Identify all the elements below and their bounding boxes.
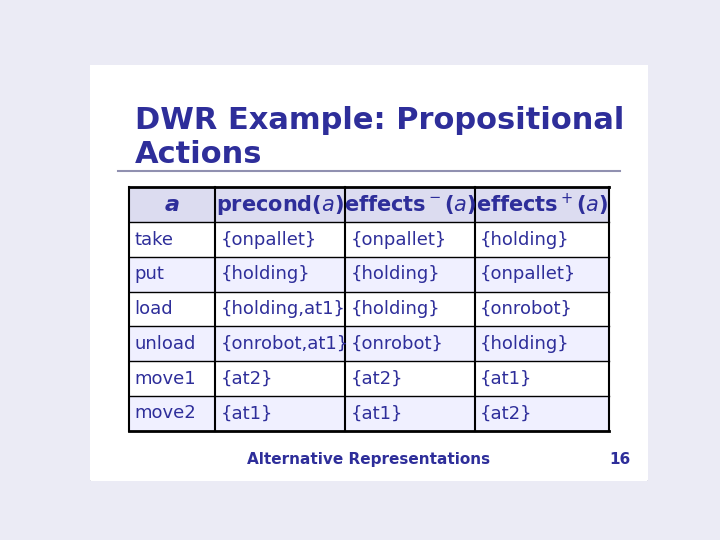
Text: {at1}: {at1}	[480, 369, 533, 388]
Text: {at1}: {at1}	[351, 404, 403, 422]
Bar	[129, 292, 609, 327]
Bar	[129, 361, 609, 396]
Text: {onpallet}: {onpallet}	[480, 265, 577, 284]
Text: effects$^+$($\it{a}$): effects$^+$($\it{a}$)	[476, 192, 608, 218]
Text: {at2}: {at2}	[351, 369, 403, 388]
Text: take: take	[135, 231, 174, 248]
Text: precond($\it{a}$): precond($\it{a}$)	[216, 193, 344, 217]
Text: {onrobot,at1}: {onrobot,at1}	[221, 335, 349, 353]
Text: move1: move1	[135, 369, 197, 388]
Text: {at2}: {at2}	[480, 404, 533, 422]
Text: {onrobot}: {onrobot}	[351, 335, 444, 353]
Bar	[129, 187, 609, 222]
Text: {holding}: {holding}	[221, 265, 310, 284]
Text: load: load	[135, 300, 174, 318]
Text: effects$^-$($\it{a}$): effects$^-$($\it{a}$)	[343, 193, 476, 217]
Text: 16: 16	[609, 453, 631, 467]
Text: {onpallet}: {onpallet}	[221, 231, 318, 248]
Text: {holding,at1}: {holding,at1}	[221, 300, 346, 318]
Text: {holding}: {holding}	[480, 335, 570, 353]
Text: {at2}: {at2}	[221, 369, 274, 388]
Bar	[129, 222, 609, 257]
Text: {at1}: {at1}	[221, 404, 274, 422]
Text: {onrobot}: {onrobot}	[480, 300, 573, 318]
Bar	[129, 327, 609, 361]
Bar	[129, 257, 609, 292]
Text: move2: move2	[135, 404, 197, 422]
Text: {onpallet}: {onpallet}	[351, 231, 447, 248]
FancyBboxPatch shape	[84, 60, 654, 485]
Text: {holding}: {holding}	[351, 265, 440, 284]
Text: DWR Example: Propositional
Actions: DWR Example: Propositional Actions	[135, 106, 624, 169]
Text: Alternative Representations: Alternative Representations	[248, 453, 490, 467]
Text: {holding}: {holding}	[480, 231, 570, 248]
Text: put: put	[135, 265, 164, 284]
Bar	[129, 396, 609, 431]
Text: {holding}: {holding}	[351, 300, 440, 318]
Text: a: a	[165, 195, 180, 215]
Text: unload: unload	[135, 335, 196, 353]
